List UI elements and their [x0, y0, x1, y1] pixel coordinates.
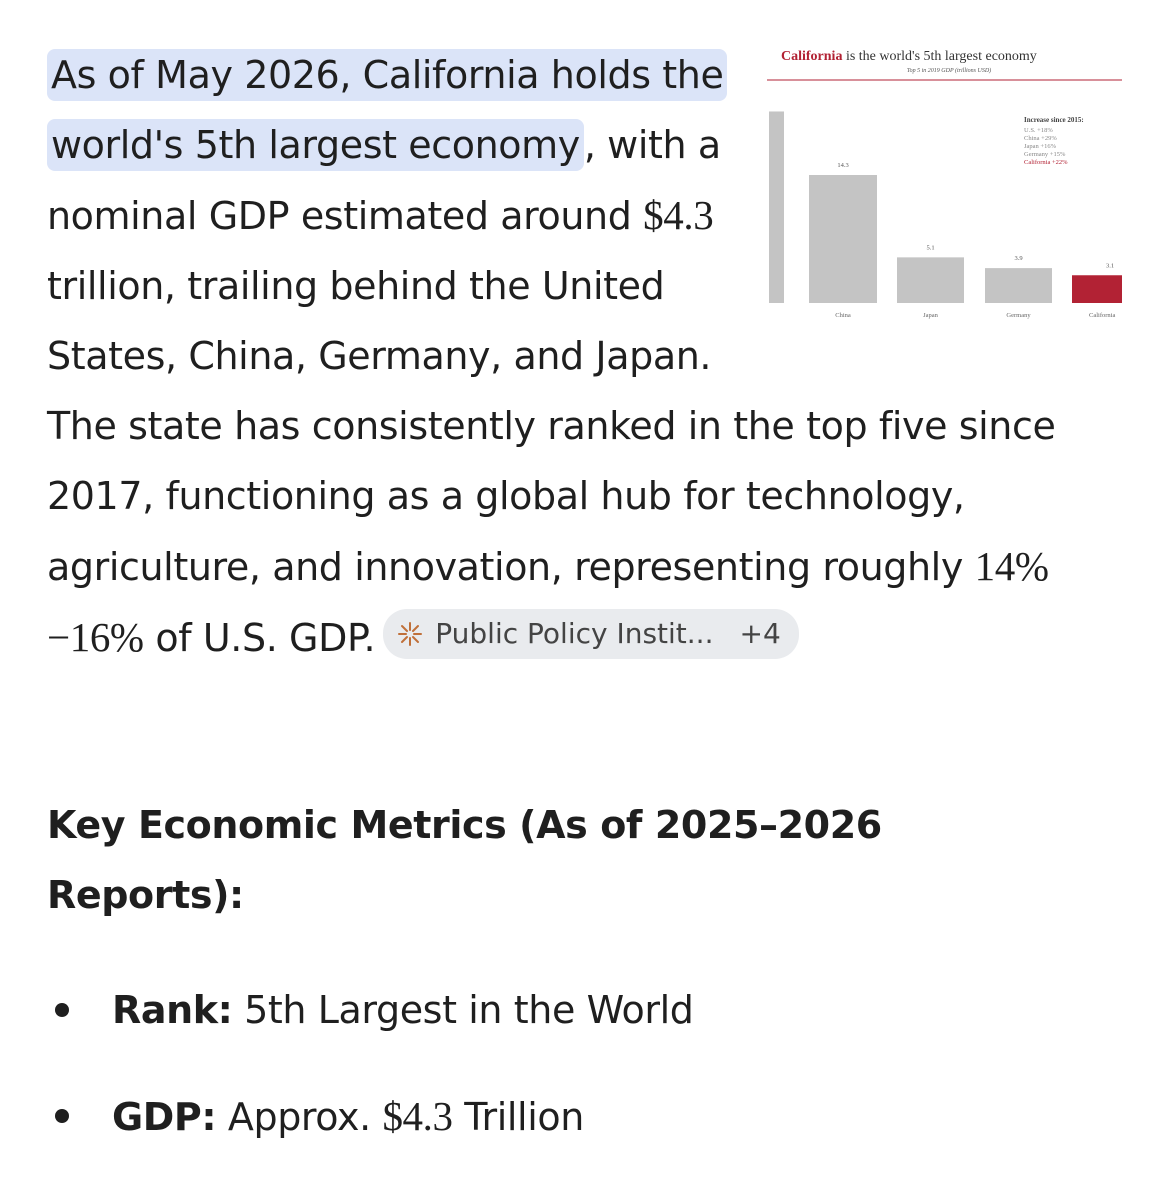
category-label: Japan: [923, 312, 939, 319]
metric-text: 5th Largest in the World: [244, 988, 694, 1032]
thumb-title: California is the world's 5th largest ec…: [781, 49, 1037, 64]
source-icon: [398, 622, 423, 646]
answer-text: trillion, trailing behind the United Sta…: [47, 264, 1056, 589]
answer-paragraph: As of May 2026, California holds the wor…: [47, 40, 1127, 673]
category-label: California: [1089, 312, 1115, 319]
thumb-legend-item: U.S. +18%: [1024, 127, 1053, 134]
metric-text: Trillion: [464, 1095, 584, 1139]
source-label: Public Policy Instit...: [435, 617, 714, 650]
section-heading: Key Economic Metrics (As of 2025–2026 Re…: [47, 803, 882, 917]
bar: [1072, 275, 1122, 303]
value-label: 3.9: [1014, 255, 1022, 262]
category-label: Germany: [1006, 312, 1031, 319]
value-label: 5.1: [926, 244, 934, 251]
thumb-legend-item: Germany +15%: [1024, 151, 1066, 158]
thumb-title-rest: is the world's 5th largest economy: [846, 49, 1037, 64]
bullet: [55, 1109, 69, 1123]
thumb-plot: 14.3 China 5.1 Japan 3.9 Germany 3.1 California: [769, 111, 1122, 319]
thumb-legend-title: Increase since 2015:: [1024, 116, 1084, 124]
thumbnail-chart[interactable]: California is the world's 5th largest ec…: [767, 40, 1127, 385]
math: 14%−16%: [47, 543, 1049, 660]
bar: [769, 111, 784, 303]
metric-label: Rank:: [112, 988, 233, 1032]
thumb-legend-item: China +29%: [1024, 135, 1057, 142]
math: $4.3: [643, 192, 714, 238]
source-chip[interactable]: Public Policy Instit... +4: [383, 609, 799, 659]
metric-item: Rank: 5th Largest in the World: [47, 975, 694, 1045]
thumb-legend-item: Japan +16%: [1024, 143, 1057, 150]
bar: [985, 268, 1052, 303]
metric-label: GDP:: [112, 1095, 217, 1139]
bullet: [55, 1003, 69, 1017]
bar: [809, 175, 877, 303]
answer-text: of U.S. GDP.: [155, 616, 376, 660]
answer-text: , with a nominal GDP estimated around: [47, 123, 721, 238]
thumb-title-red: California: [781, 49, 842, 64]
bar: [897, 257, 964, 303]
category-label: China: [835, 312, 851, 319]
source-count: +4: [739, 617, 781, 650]
thumb-subtitle: Top 5 in 2019 GDP (trillions USD): [907, 67, 991, 74]
metric-item: GDP: Approx. $4.3 Trillion: [47, 1081, 694, 1152]
metric-text: Approx.: [227, 1095, 371, 1139]
value-label: 14.3: [837, 162, 848, 169]
answer-block: California is the world's 5th largest ec…: [47, 40, 1127, 673]
metrics-list: Rank: 5th Largest in the World GDP: Appr…: [47, 975, 694, 1188]
math: $4.3: [382, 1093, 453, 1139]
value-label: 3.1: [1106, 262, 1114, 269]
thumb-legend-item: California +22%: [1024, 159, 1068, 166]
